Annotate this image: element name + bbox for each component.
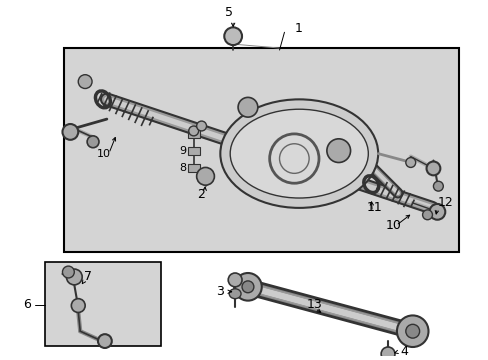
Ellipse shape [66,269,82,285]
Ellipse shape [405,158,415,167]
Ellipse shape [238,98,257,117]
Text: 8: 8 [179,163,185,174]
Ellipse shape [422,210,431,220]
Ellipse shape [428,204,445,220]
Bar [187,130,199,138]
Ellipse shape [196,121,206,131]
Ellipse shape [78,75,92,89]
Text: 12: 12 [436,197,452,210]
Ellipse shape [62,124,78,140]
Ellipse shape [196,167,214,185]
Ellipse shape [432,181,443,191]
Ellipse shape [234,273,261,301]
Ellipse shape [405,324,419,338]
Text: 2: 2 [196,188,204,201]
Text: 11: 11 [366,201,381,215]
Ellipse shape [98,334,112,348]
Text: 10: 10 [97,149,111,159]
Ellipse shape [230,109,367,198]
Text: 13: 13 [306,298,322,311]
Bar [64,48,458,252]
Bar [187,165,199,172]
Text: 3: 3 [216,285,224,298]
Text: 7: 7 [84,270,92,283]
Text: 9: 9 [179,146,185,156]
Ellipse shape [87,136,99,148]
Bar [44,262,161,346]
Ellipse shape [396,315,427,347]
Ellipse shape [426,162,440,175]
Bar [187,147,199,154]
Ellipse shape [228,273,242,287]
Text: 10: 10 [386,219,401,232]
Ellipse shape [220,99,377,208]
Text: 5: 5 [225,6,233,19]
Ellipse shape [326,139,350,162]
Ellipse shape [242,281,253,293]
Ellipse shape [380,347,394,360]
Text: 1: 1 [294,22,302,35]
Text: 4: 4 [399,346,407,359]
Text: 6: 6 [23,298,31,311]
Ellipse shape [229,289,241,299]
Ellipse shape [62,266,74,278]
Ellipse shape [224,27,242,45]
Ellipse shape [188,126,198,136]
Ellipse shape [71,299,85,312]
